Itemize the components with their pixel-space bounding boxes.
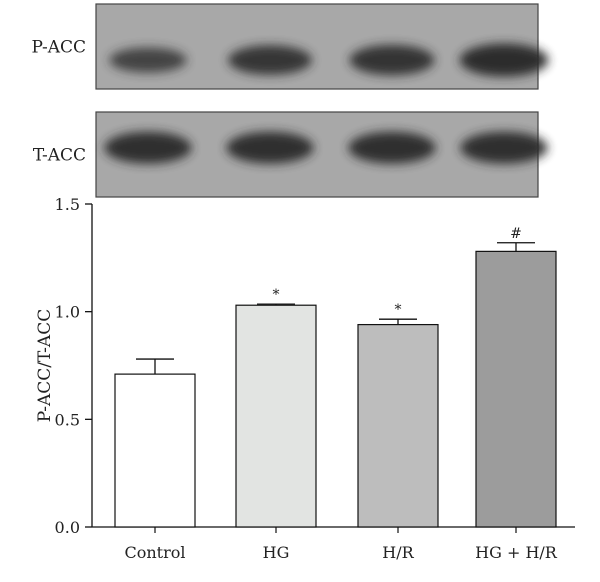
x-tick-label: H/R [382, 543, 414, 562]
x-tick-label: Control [124, 543, 185, 562]
x-tick-label: HG + H/R [475, 543, 558, 562]
bar-1 [235, 304, 317, 528]
bar-2 [357, 323, 439, 528]
blot-band [460, 131, 548, 164]
blot-band [228, 45, 312, 75]
y-tick-label: 1.0 [55, 303, 80, 322]
western-blot-panel: P-ACC T-ACC [31, 3, 549, 198]
significance-mark: * [395, 302, 402, 318]
blot-row-label: T-ACC [33, 146, 86, 166]
y-tick-label: 0.5 [55, 410, 80, 429]
y-axis-label: P-ACC/T-ACC [35, 309, 55, 422]
blot-band [226, 131, 314, 164]
blot-band [104, 131, 192, 164]
blot-band [348, 131, 436, 164]
blot-band [349, 44, 435, 76]
y-tick-label: 1.5 [55, 195, 80, 214]
significance-mark: * [273, 287, 280, 303]
blot-band [109, 47, 187, 73]
significance-mark: # [510, 226, 522, 242]
bar-3 [475, 250, 557, 528]
x-tick-label: HG [263, 543, 290, 562]
blot-row-0 [95, 3, 539, 90]
bar-0 [114, 373, 196, 528]
blot-band [459, 43, 549, 77]
y-tick-label: 0.0 [55, 518, 80, 537]
bar-chart: 0.0 0.5 1.0 1.5 P-ACC/T-ACC Control * HG * H/R # HG… [35, 195, 575, 562]
blot-row-label: P-ACC [31, 38, 86, 58]
